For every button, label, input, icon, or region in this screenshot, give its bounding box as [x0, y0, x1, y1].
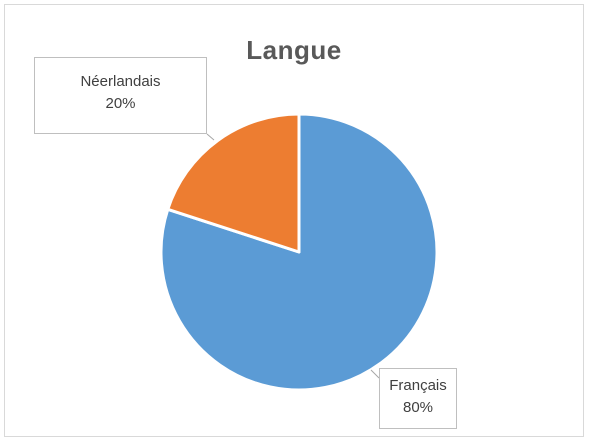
pie-slice-neerlandais [166, 112, 301, 254]
data-label-neerlandais: Néerlandais 20% [34, 57, 207, 134]
chart-title: Langue [246, 35, 342, 65]
data-label-neerlandais-value: 20% [105, 95, 136, 112]
data-label-francais-value: 80% [402, 399, 434, 416]
data-label-neerlandais-name: Néerlandais [80, 73, 161, 90]
leader-line-francais [370, 369, 380, 379]
data-label-francais: Français 80% [379, 368, 457, 429]
leader-line-neerlandais [206, 133, 215, 141]
data-label-francais-name: Français [389, 377, 447, 394]
